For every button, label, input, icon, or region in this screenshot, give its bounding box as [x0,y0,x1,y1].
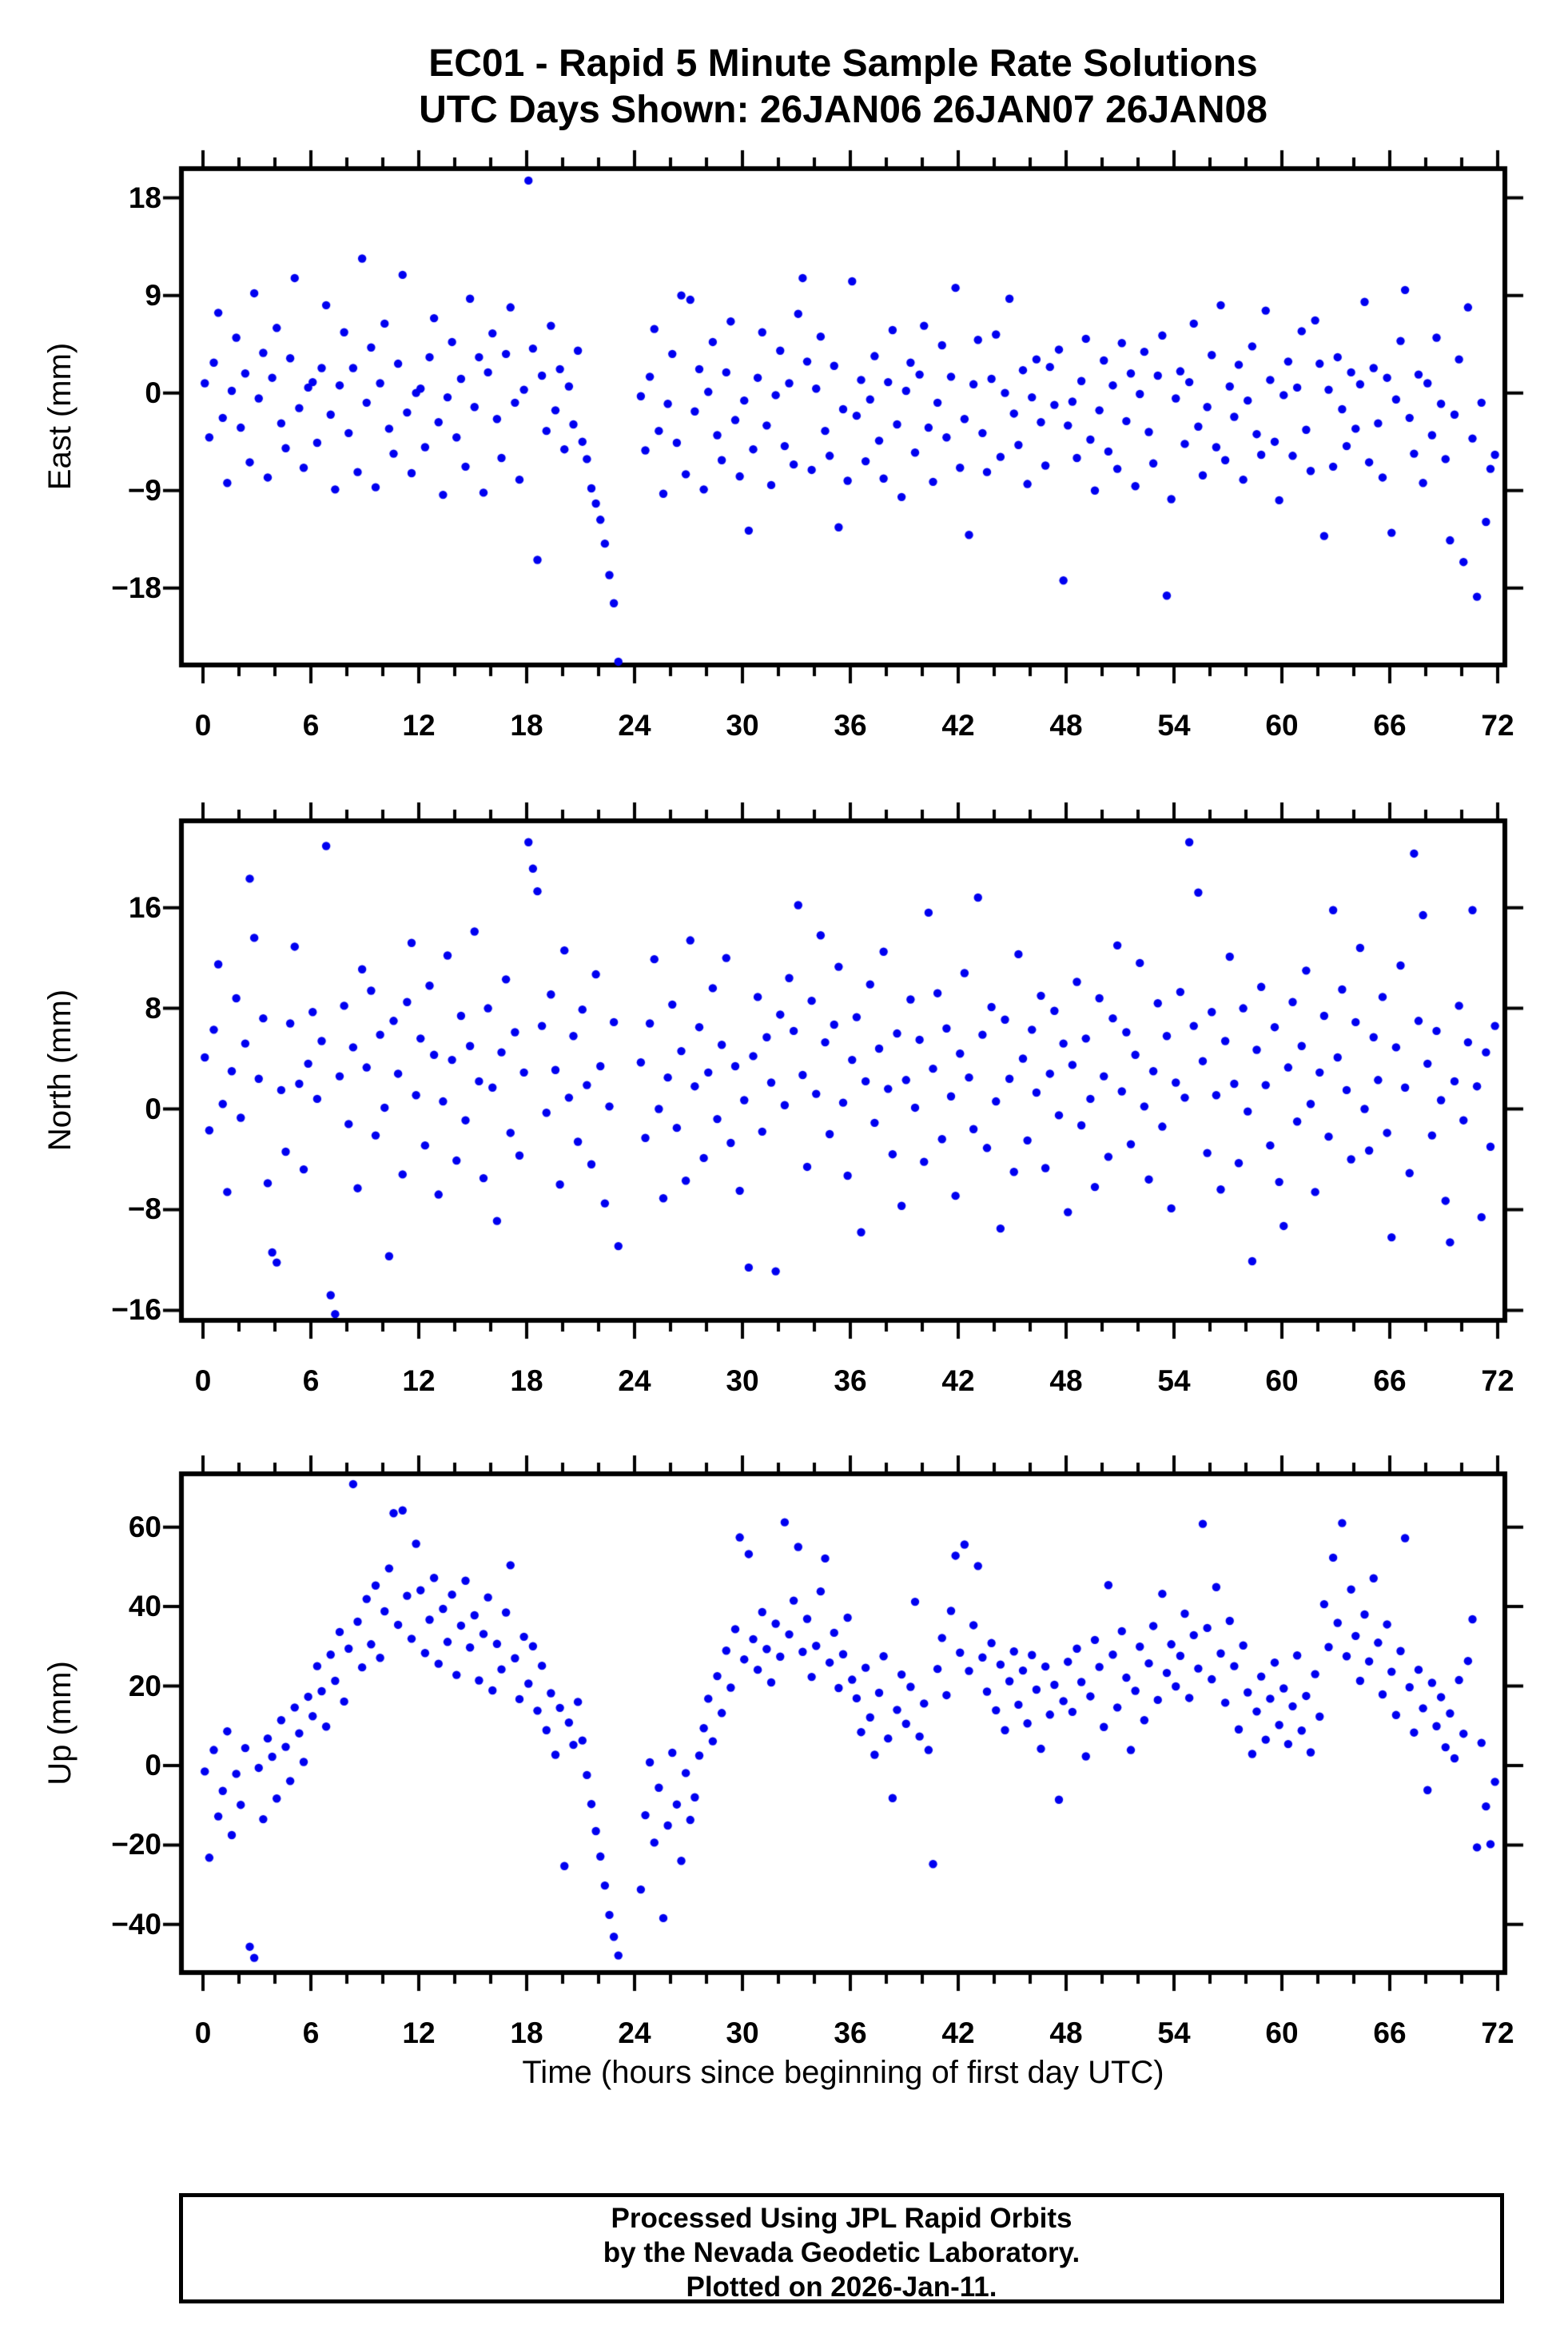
y-tick-label: −18 [111,571,161,604]
y-tick-label: −9 [127,474,161,507]
x-tick-label: 6 [302,709,320,742]
y-tick-label: 0 [145,376,161,409]
x-tick-label: 24 [618,2017,651,2049]
footer-line-3: Plotted on 2026-Jan-11. [686,2271,997,2303]
y-tick-label: 16 [128,891,161,924]
y-tick-label: 0 [145,1749,161,1782]
x-tick-label: 30 [726,1364,759,1397]
x-tick-label: 18 [510,2017,543,2049]
y-tick-label: −16 [111,1293,161,1326]
x-tick-label: 72 [1481,2017,1514,2049]
x-tick-label: 0 [194,2017,212,2049]
y-tick-label: −8 [127,1192,161,1225]
x-tick-label: 66 [1373,2017,1407,2049]
y-tick-label: 60 [128,1511,161,1543]
x-tick-label: 72 [1481,1364,1514,1397]
figure-title: EC01 - Rapid 5 Minute Sample Rate Soluti… [428,42,1258,85]
x-tick-label: 42 [941,2017,975,2049]
x-tick-label: 48 [1049,2017,1083,2049]
x-tick-label: 18 [510,709,543,742]
x-tick-label: 66 [1373,1364,1407,1397]
x-tick-label: 36 [834,709,867,742]
y-tick-label: −20 [111,1828,161,1861]
x-tick-label: 48 [1049,1364,1083,1397]
figure-subtitle: UTC Days Shown: 26JAN06 26JAN07 26JAN08 [419,89,1268,131]
footer-line-1: Processed Using JPL Rapid Orbits [611,2203,1073,2234]
north-axis-title: North (mm) [42,989,78,1152]
x-axis-title: Time (hours since beginning of first day… [522,2055,1164,2090]
x-tick-label: 18 [510,1364,543,1397]
y-tick-label: 40 [128,1590,161,1622]
x-tick-label: 60 [1265,2017,1299,2049]
x-tick-label: 6 [302,2017,320,2049]
y-tick-label: −40 [111,1908,161,1941]
x-tick-label: 42 [941,1364,975,1397]
x-tick-label: 12 [402,2017,436,2049]
x-tick-label: 30 [726,2017,759,2049]
x-tick-label: 24 [618,1364,651,1397]
x-tick-label: 72 [1481,709,1514,742]
x-tick-label: 0 [194,1364,212,1397]
x-tick-label: 6 [302,1364,320,1397]
x-tick-label: 54 [1157,1364,1191,1397]
x-tick-label: 36 [834,2017,867,2049]
y-tick-label: 8 [145,992,161,1025]
x-tick-label: 42 [941,709,975,742]
x-tick-label: 30 [726,709,759,742]
footer-line-2: by the Nevada Geodetic Laboratory. [603,2237,1080,2268]
x-tick-label: 24 [618,709,651,742]
y-tick-label: 0 [145,1093,161,1125]
y-tick-label: 18 [128,181,161,214]
x-tick-label: 60 [1265,1364,1299,1397]
x-tick-label: 66 [1373,709,1407,742]
footer-box: Processed Using JPL Rapid Orbits by the … [179,2193,1504,2303]
x-tick-label: 12 [402,709,436,742]
x-tick-label: 48 [1049,709,1083,742]
x-tick-label: 12 [402,1364,436,1397]
y-tick-label: 9 [145,279,161,312]
x-tick-label: 36 [834,1364,867,1397]
y-tick-label: 20 [128,1670,161,1702]
x-tick-label: 54 [1157,709,1191,742]
x-tick-label: 54 [1157,2017,1191,2049]
x-tick-label: 0 [194,709,212,742]
x-tick-label: 60 [1265,709,1299,742]
